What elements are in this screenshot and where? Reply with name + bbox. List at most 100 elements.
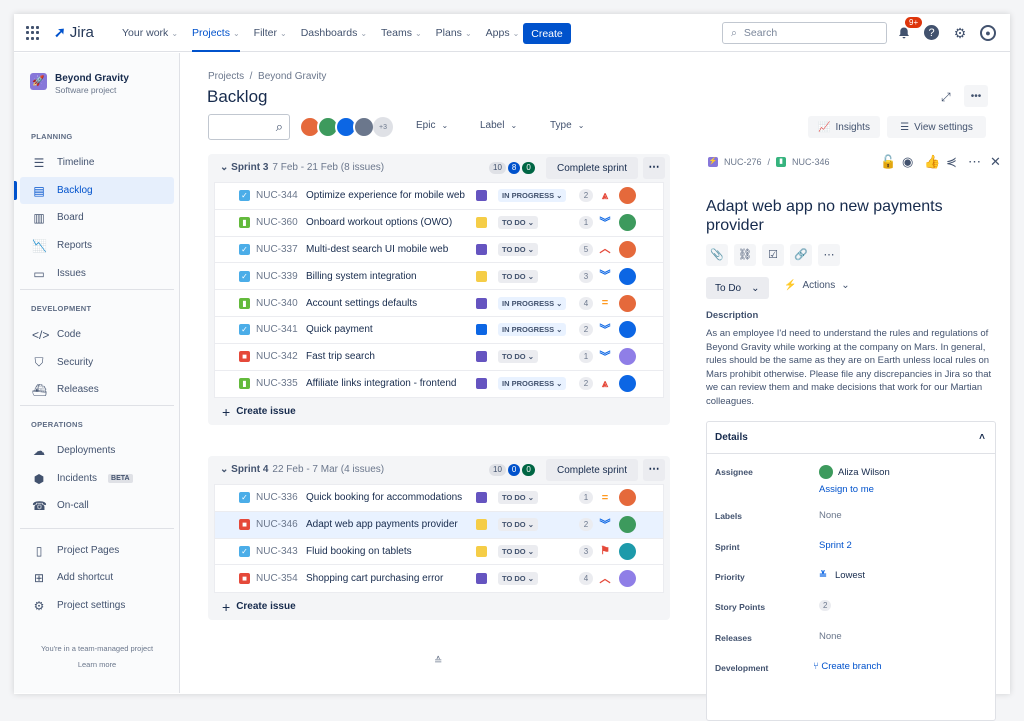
story-points[interactable]: 4 — [579, 296, 593, 310]
notifications-icon[interactable] — [895, 24, 913, 42]
issue-row[interactable]: ■ NUC-346 Adapt web app payments provider T… — [215, 511, 663, 539]
more-button[interactable]: ••• — [964, 85, 988, 107]
releases-value[interactable]: None — [819, 631, 842, 642]
issue-summary[interactable]: Quick booking for accommodations — [306, 492, 463, 504]
issue-key[interactable]: NUC-346 — [256, 519, 298, 531]
child-issue-icon[interactable]: ⛓ — [734, 244, 756, 266]
sidebar-item-incidents[interactable]: ⬢ Incidents BETA — [20, 465, 174, 492]
sidebar-item-deployments[interactable]: ☁ Deployments — [20, 437, 174, 464]
status-dropdown[interactable]: IN PROGRESS ⌄ — [498, 296, 567, 310]
issue-key[interactable]: NUC-337 — [256, 243, 298, 255]
close-icon[interactable]: ✕ — [990, 154, 1001, 169]
issue-row[interactable]: ✓ NUC-336 Quick booking for accommodations… — [215, 485, 663, 512]
story-points-value[interactable]: 2 — [819, 600, 832, 611]
sprint-link[interactable]: Sprint 2 — [819, 540, 852, 551]
sprint-more-button[interactable]: ⋯ — [643, 459, 665, 481]
issue-summary[interactable]: Fluid booking on tablets — [306, 545, 412, 557]
assignee-avatar[interactable] — [619, 375, 636, 393]
issue-summary[interactable]: Onboard workout options (OWO) — [306, 217, 453, 229]
issue-summary[interactable]: Account settings defaults — [306, 297, 418, 309]
backlog-search-input[interactable]: ⌕ — [208, 114, 290, 140]
epic-filter[interactable]: Epic ⌄ — [416, 120, 448, 131]
sidebar-item-reports[interactable]: 📉 Reports — [20, 232, 174, 259]
issue-row[interactable]: ✓ NUC-343 Fluid booking on tablets TO DO ⌄ 3… — [215, 539, 663, 566]
issue-key[interactable]: NUC-342 — [256, 351, 298, 363]
breadcrumb-projects[interactable]: Projects — [208, 71, 245, 82]
assignee-avatar[interactable] — [619, 542, 636, 560]
issue-row[interactable]: ■ NUC-342 Fast trip search TO DO ⌄ 1 ︾ — [215, 344, 663, 371]
status-dropdown[interactable]: TO DO ⌄ — [498, 491, 538, 505]
attachment-icon[interactable]: 📎 — [706, 244, 728, 266]
status-dropdown[interactable]: TO DO ⌄ — [498, 269, 538, 283]
chevron-down-icon[interactable]: ⌄ — [220, 464, 232, 475]
status-dropdown[interactable]: TO DO ⌄ — [498, 518, 538, 532]
create-branch-link[interactable]: ⑂ Create branch — [813, 661, 882, 672]
issue-summary[interactable]: Optimize experience for mobile web — [306, 190, 465, 202]
create-issue-button[interactable]: + Create issue — [208, 593, 670, 620]
status-dropdown[interactable]: TO DO ⌄ — [498, 544, 538, 558]
app-switcher-icon[interactable] — [26, 26, 40, 40]
jira-logo[interactable]: ➚ Jira — [54, 24, 94, 41]
story-points[interactable]: 5 — [579, 242, 593, 256]
sidebar-item-code[interactable]: </> Code — [20, 321, 174, 348]
nav-plans[interactable]: Plans ⌄ — [429, 14, 479, 52]
sidebar-item-issues[interactable]: ▭ Issues — [20, 260, 174, 287]
watch-icon[interactable]: ◉ — [902, 154, 914, 169]
issue-summary[interactable]: Adapt web app payments provider — [306, 519, 458, 531]
nav-dashboards[interactable]: Dashboards ⌄ — [294, 14, 374, 52]
assignee-avatar[interactable] — [619, 489, 636, 507]
issue-title[interactable]: Adapt web app no new payments provider — [706, 198, 943, 234]
story-points[interactable]: 3 — [579, 544, 593, 558]
story-points[interactable]: 2 — [579, 323, 593, 337]
nav-apps[interactable]: Apps ⌄ — [479, 14, 527, 52]
nav-your-work[interactable]: Your work ⌄ — [115, 14, 185, 52]
assignee-avatar[interactable] — [619, 267, 636, 285]
complete-sprint-button[interactable]: Complete sprint — [546, 157, 638, 179]
assignee-field[interactable]: Aliza Wilson — [819, 465, 890, 479]
sprint-more-button[interactable]: ⋯ — [643, 157, 665, 179]
type-filter[interactable]: Type ⌄ — [550, 120, 584, 131]
resize-handle-icon[interactable]: ≙ — [434, 656, 443, 667]
insights-button[interactable]: 📈 Insights — [808, 116, 880, 138]
lock-icon[interactable]: 🔓 — [880, 154, 897, 169]
status-dropdown[interactable]: TO DO ⌄ — [498, 242, 538, 256]
more-icon[interactable]: ⋯ — [968, 154, 981, 169]
details-header[interactable]: Details ˄ — [707, 422, 995, 454]
sidebar-item-backlog[interactable]: ▤ Backlog — [14, 177, 174, 204]
status-dropdown[interactable]: IN PROGRESS ⌄ — [498, 189, 567, 203]
story-points[interactable]: 3 — [579, 269, 593, 283]
sidebar-item-releases[interactable]: ⛴ Releases — [20, 376, 174, 403]
assignee-avatar[interactable] — [619, 214, 636, 232]
project-header[interactable]: 🚀 Beyond Gravity Software project — [30, 73, 129, 95]
avatar[interactable] — [353, 116, 375, 138]
issue-key[interactable]: NUC-341 — [256, 324, 298, 336]
assignee-avatar[interactable] — [619, 516, 636, 534]
assignee-avatar[interactable] — [619, 294, 636, 312]
sidebar-item-board[interactable]: ▥ Board — [20, 204, 174, 231]
issue-summary[interactable]: Fast trip search — [306, 351, 375, 363]
issue-summary[interactable]: Quick payment — [306, 324, 373, 336]
description-text[interactable]: As an employee I'd need to understand th… — [706, 328, 992, 407]
story-points[interactable]: 4 — [579, 572, 593, 586]
status-dropdown[interactable]: IN PROGRESS ⌄ — [498, 377, 567, 391]
assignee-avatar[interactable] — [619, 240, 636, 258]
issue-summary[interactable]: Multi-dest search UI mobile web — [306, 243, 449, 255]
story-points[interactable]: 1 — [579, 350, 593, 364]
assignee-avatar[interactable] — [619, 321, 636, 339]
labels-value[interactable]: None — [819, 510, 842, 521]
issue-key[interactable]: NUC-339 — [256, 270, 298, 282]
nav-teams[interactable]: Teams ⌄ — [374, 14, 429, 52]
status-dropdown[interactable]: TO DO ⌄ — [498, 216, 538, 230]
create-button[interactable]: Create — [523, 23, 571, 44]
story-points[interactable]: 1 — [579, 216, 593, 230]
profile-avatar[interactable]: ● — [980, 25, 996, 41]
issue-key[interactable]: NUC-344 — [256, 190, 298, 202]
expand-icon[interactable]: ⤢ — [941, 90, 951, 104]
more-avatars[interactable]: +3 — [373, 117, 393, 137]
issue-row[interactable]: ▮ NUC-360 Onboard workout options (OWO) TO … — [215, 210, 663, 237]
story-points[interactable]: 2 — [579, 189, 593, 203]
assign-to-me-link[interactable]: Assign to me — [819, 484, 874, 495]
sprint-title[interactable]: ⌄ Sprint 4 22 Feb - 7 Mar (4 issues) — [220, 464, 384, 475]
actions-dropdown[interactable]: ⚡ Actions ⌄ — [784, 280, 850, 291]
